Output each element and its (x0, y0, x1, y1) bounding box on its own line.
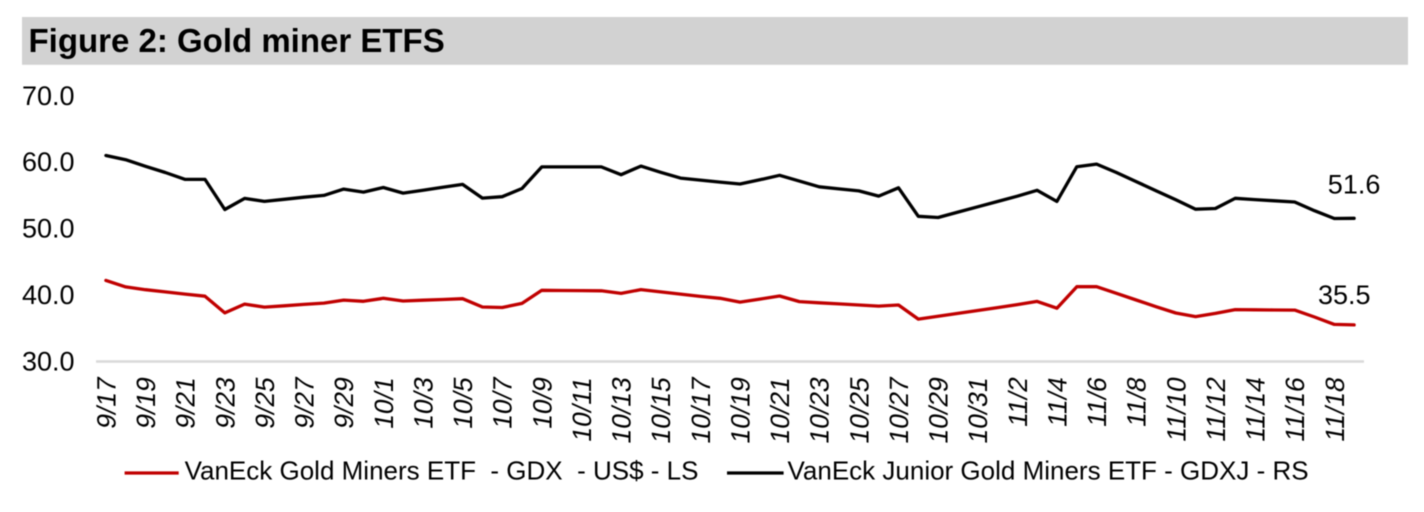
svg-text:10/27: 10/27 (884, 374, 914, 446)
svg-text:11/12: 11/12 (1201, 374, 1231, 444)
svg-text:10/21: 10/21 (765, 374, 795, 446)
svg-text:10/25: 10/25 (844, 374, 874, 446)
svg-text:10/1: 10/1 (369, 374, 399, 431)
svg-text:60.0: 60.0 (22, 147, 75, 177)
svg-text:10/23: 10/23 (805, 374, 835, 446)
svg-text:11/16: 11/16 (1280, 374, 1310, 444)
svg-text:Figure 2: Gold miner ETFS: Figure 2: Gold miner ETFS (29, 22, 445, 59)
svg-text:10/9: 10/9 (527, 374, 557, 431)
svg-text:10/17: 10/17 (686, 374, 716, 446)
svg-text:9/19: 9/19 (131, 374, 161, 431)
svg-text:9/23: 9/23 (210, 374, 240, 431)
svg-text:10/7: 10/7 (488, 374, 518, 431)
svg-text:9/25: 9/25 (250, 374, 280, 431)
svg-text:11/8: 11/8 (1122, 374, 1152, 429)
svg-text:10/13: 10/13 (607, 374, 637, 446)
svg-text:9/27: 9/27 (290, 374, 320, 431)
svg-text:11/14: 11/14 (1241, 374, 1271, 444)
svg-text:10/11: 10/11 (567, 374, 597, 444)
svg-text:9/29: 9/29 (329, 374, 359, 431)
svg-text:40.0: 40.0 (22, 280, 75, 310)
svg-text:11/4: 11/4 (1043, 374, 1073, 429)
svg-text:VanEck Gold Miners ETF - GDX: VanEck Gold Miners ETF - GDX - US$ - LS (185, 456, 699, 486)
svg-text:30.0: 30.0 (22, 346, 75, 376)
svg-text:70.0: 70.0 (22, 81, 75, 111)
svg-text:VanEck Junior Gold Miners ETF: VanEck Junior Gold Miners ETF - GDXJ - R… (788, 456, 1309, 486)
svg-text:11/18: 11/18 (1320, 374, 1350, 444)
svg-text:10/29: 10/29 (924, 374, 954, 446)
svg-text:11/6: 11/6 (1082, 374, 1112, 429)
svg-text:50.0: 50.0 (22, 214, 75, 244)
svg-text:10/15: 10/15 (646, 374, 676, 446)
svg-text:10/3: 10/3 (409, 374, 439, 431)
svg-text:10/31: 10/31 (963, 374, 993, 446)
svg-text:10/19: 10/19 (726, 374, 756, 446)
svg-text:51.6: 51.6 (1328, 169, 1381, 199)
svg-text:11/10: 11/10 (1161, 374, 1191, 444)
svg-text:9/21: 9/21 (171, 374, 201, 431)
svg-text:10/5: 10/5 (448, 374, 478, 431)
svg-text:11/2: 11/2 (1003, 374, 1033, 429)
svg-text:35.5: 35.5 (1318, 280, 1371, 310)
svg-text:9/17: 9/17 (92, 374, 122, 431)
